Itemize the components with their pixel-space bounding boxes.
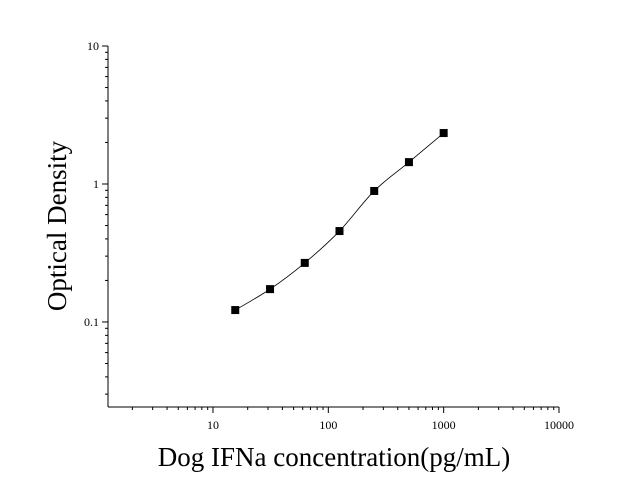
- y-tick-label: 1: [93, 177, 99, 191]
- x-tick-label: 100: [319, 418, 337, 432]
- x-axis-title: Dog IFNa concentration(pg/mL): [158, 442, 510, 472]
- data-point: [231, 306, 240, 315]
- x-tick-label: 10000: [544, 418, 574, 432]
- data-point: [404, 158, 413, 167]
- y-tick-label: 0.1: [84, 315, 99, 329]
- y-tick-label: 10: [87, 39, 99, 53]
- y-axis-title: Optical Density: [42, 140, 72, 311]
- x-tick-label: 1000: [432, 418, 456, 432]
- data-point: [335, 227, 344, 236]
- data-point: [266, 285, 275, 294]
- data-point: [300, 258, 309, 267]
- x-tick-label: 10: [207, 418, 219, 432]
- data-point: [370, 186, 379, 195]
- data-point: [439, 129, 448, 138]
